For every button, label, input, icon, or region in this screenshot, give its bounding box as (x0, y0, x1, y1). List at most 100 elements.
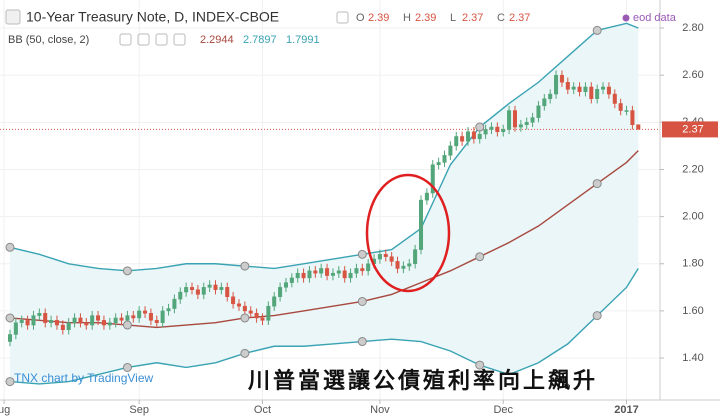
candle-body (96, 315, 101, 321)
band-line (9, 268, 639, 385)
band-marker (357, 296, 367, 306)
candle-body (518, 124, 523, 128)
ohlc-value: 2.39 (368, 12, 389, 24)
ohlc-value: 2.39 (415, 12, 436, 24)
candle-body (471, 131, 476, 140)
indicator-more-icon[interactable] (173, 33, 186, 46)
indicator-label: BB (50, close, 2) (8, 34, 89, 46)
chart-title: 10-Year Treasury Note, D, INDEX-CBOE (26, 9, 279, 25)
band-line (9, 150, 639, 329)
candle-body (154, 320, 159, 323)
axes-layer: 1.401.601.802.002.202.402.602.80ugSepOct… (0, 22, 718, 416)
band-marker (122, 362, 132, 372)
indicator-settings-icon[interactable] (137, 33, 150, 46)
band-marker (357, 337, 367, 347)
ohlc-label: L (450, 12, 456, 24)
candle-body (536, 105, 541, 118)
band-marker (240, 313, 250, 323)
price-tag (662, 121, 718, 138)
plot-layer (0, 22, 660, 387)
candle-body (571, 86, 576, 90)
candle-body (148, 313, 153, 321)
indicator-value: 1.7991 (286, 34, 320, 46)
candle-body (430, 164, 435, 194)
x-tick-label: Dec (493, 404, 513, 416)
candle-body (360, 268, 365, 272)
caption: 川普當選讓公債殖利率向上飆升 (247, 368, 598, 393)
candle-body (13, 322, 18, 335)
candle-body (342, 270, 347, 279)
candle-body (577, 86, 582, 92)
candle-body (272, 296, 277, 307)
ohlc-label: C (497, 12, 505, 24)
candle-body (413, 249, 418, 265)
candle-body (624, 110, 629, 112)
candle-body (242, 305, 247, 312)
candle-body (524, 122, 529, 125)
candle-body (495, 126, 500, 133)
candle-body (348, 272, 353, 279)
y-tick-label: 2.80 (682, 22, 703, 34)
candle-body (113, 317, 118, 323)
candle-body (424, 192, 429, 201)
candle-body (407, 263, 412, 267)
y-tick-label: 1.60 (682, 305, 703, 317)
y-tick-label: 1.80 (682, 258, 703, 270)
candle-body (512, 110, 517, 128)
candle-body (25, 320, 30, 326)
candle-body (160, 310, 165, 323)
indicator-value: 2.7897 (243, 34, 277, 46)
symbol-icon[interactable] (5, 9, 21, 25)
candle-body (72, 317, 77, 323)
x-tick-label: 2017 (614, 404, 638, 416)
y-tick-label: 2.00 (682, 211, 703, 223)
candle-body (172, 298, 177, 309)
candle-body (289, 277, 294, 283)
watermark[interactable]: TNX chart by TradingView (14, 371, 154, 385)
x-tick-label: Oct (254, 404, 271, 416)
band-marker (592, 25, 602, 35)
candle-body (84, 322, 89, 326)
candle-body (236, 303, 241, 307)
band-marker (592, 179, 602, 189)
visibility-icon[interactable] (336, 11, 349, 24)
candle-body (554, 74, 559, 95)
candle-body (260, 317, 265, 321)
x-tick-label: Sep (129, 404, 149, 416)
ohlc-label: O (356, 12, 365, 24)
candle-body (483, 129, 488, 135)
candle-body (618, 103, 623, 111)
candle-body (465, 131, 471, 142)
candle-body (383, 254, 388, 257)
candle-body (207, 284, 212, 288)
candle-body (460, 136, 465, 142)
candle-body (101, 320, 106, 326)
indicator-remove-icon[interactable] (155, 33, 168, 46)
candle-body (307, 270, 312, 279)
candle-body (448, 145, 453, 156)
candle-body (630, 110, 635, 125)
candle-body (78, 317, 83, 323)
candle-body (213, 284, 218, 290)
candle-body (137, 310, 142, 319)
candle-body (395, 261, 400, 269)
candle-body (195, 289, 200, 295)
candle-body (477, 133, 482, 140)
candle-body (354, 268, 359, 274)
candle-body (636, 124, 641, 130)
band-marker (5, 242, 15, 252)
candle-body (184, 287, 189, 293)
indicator-visibility-icon[interactable] (119, 33, 132, 46)
indicator-value: 2.2944 (200, 34, 234, 46)
candle-body (143, 310, 148, 314)
candle-body (583, 86, 588, 92)
band-marker (475, 122, 485, 132)
candle-body (612, 93, 617, 104)
candle-body (366, 263, 371, 272)
ohlc-label: H (403, 12, 411, 24)
candle-body (606, 86, 611, 95)
candle-body (336, 270, 341, 274)
band-fill (9, 23, 639, 384)
candle-body (231, 296, 236, 305)
candle-body (283, 282, 288, 288)
